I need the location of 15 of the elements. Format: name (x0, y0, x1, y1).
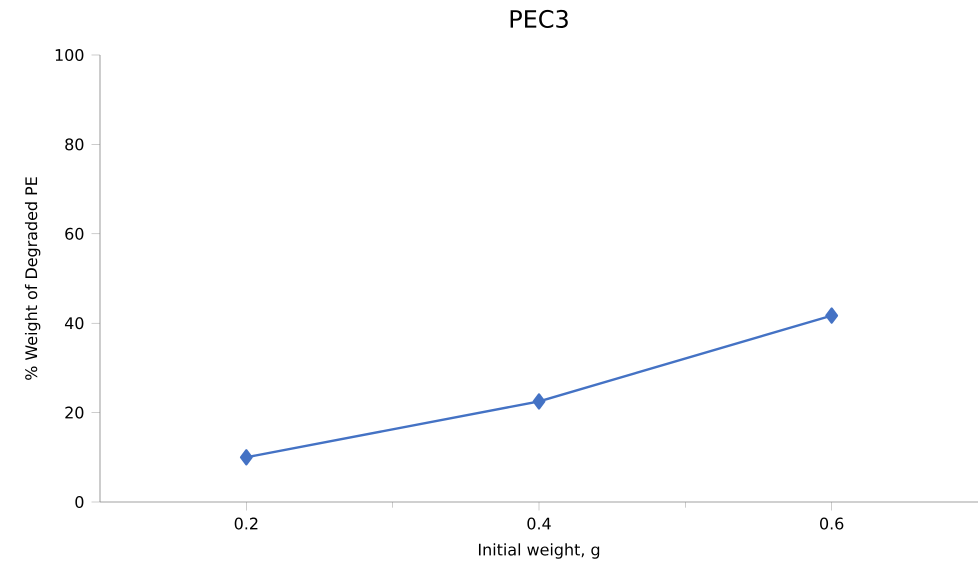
y-tick-label: 0 (75, 496, 84, 508)
x-axis-title: Initial weight, g (478, 543, 600, 559)
y-tick-label: 40 (64, 317, 84, 330)
y-tick-label: 20 (65, 406, 84, 419)
x-tick-label: 0.2 (234, 518, 258, 530)
point (240, 449, 253, 466)
y-tick-label: 60 (65, 228, 84, 240)
y-tick-label: 100 (56, 48, 84, 62)
y-axis-title: % Weight of Degraded PE (24, 177, 40, 380)
point (532, 393, 546, 410)
point (825, 307, 838, 324)
x-tick-label: 0.6 (820, 518, 844, 530)
x-tick-label: 0.4 (527, 518, 551, 530)
chart-title: PEC3 (510, 10, 568, 28)
y-tick-label: 80 (65, 138, 84, 150)
